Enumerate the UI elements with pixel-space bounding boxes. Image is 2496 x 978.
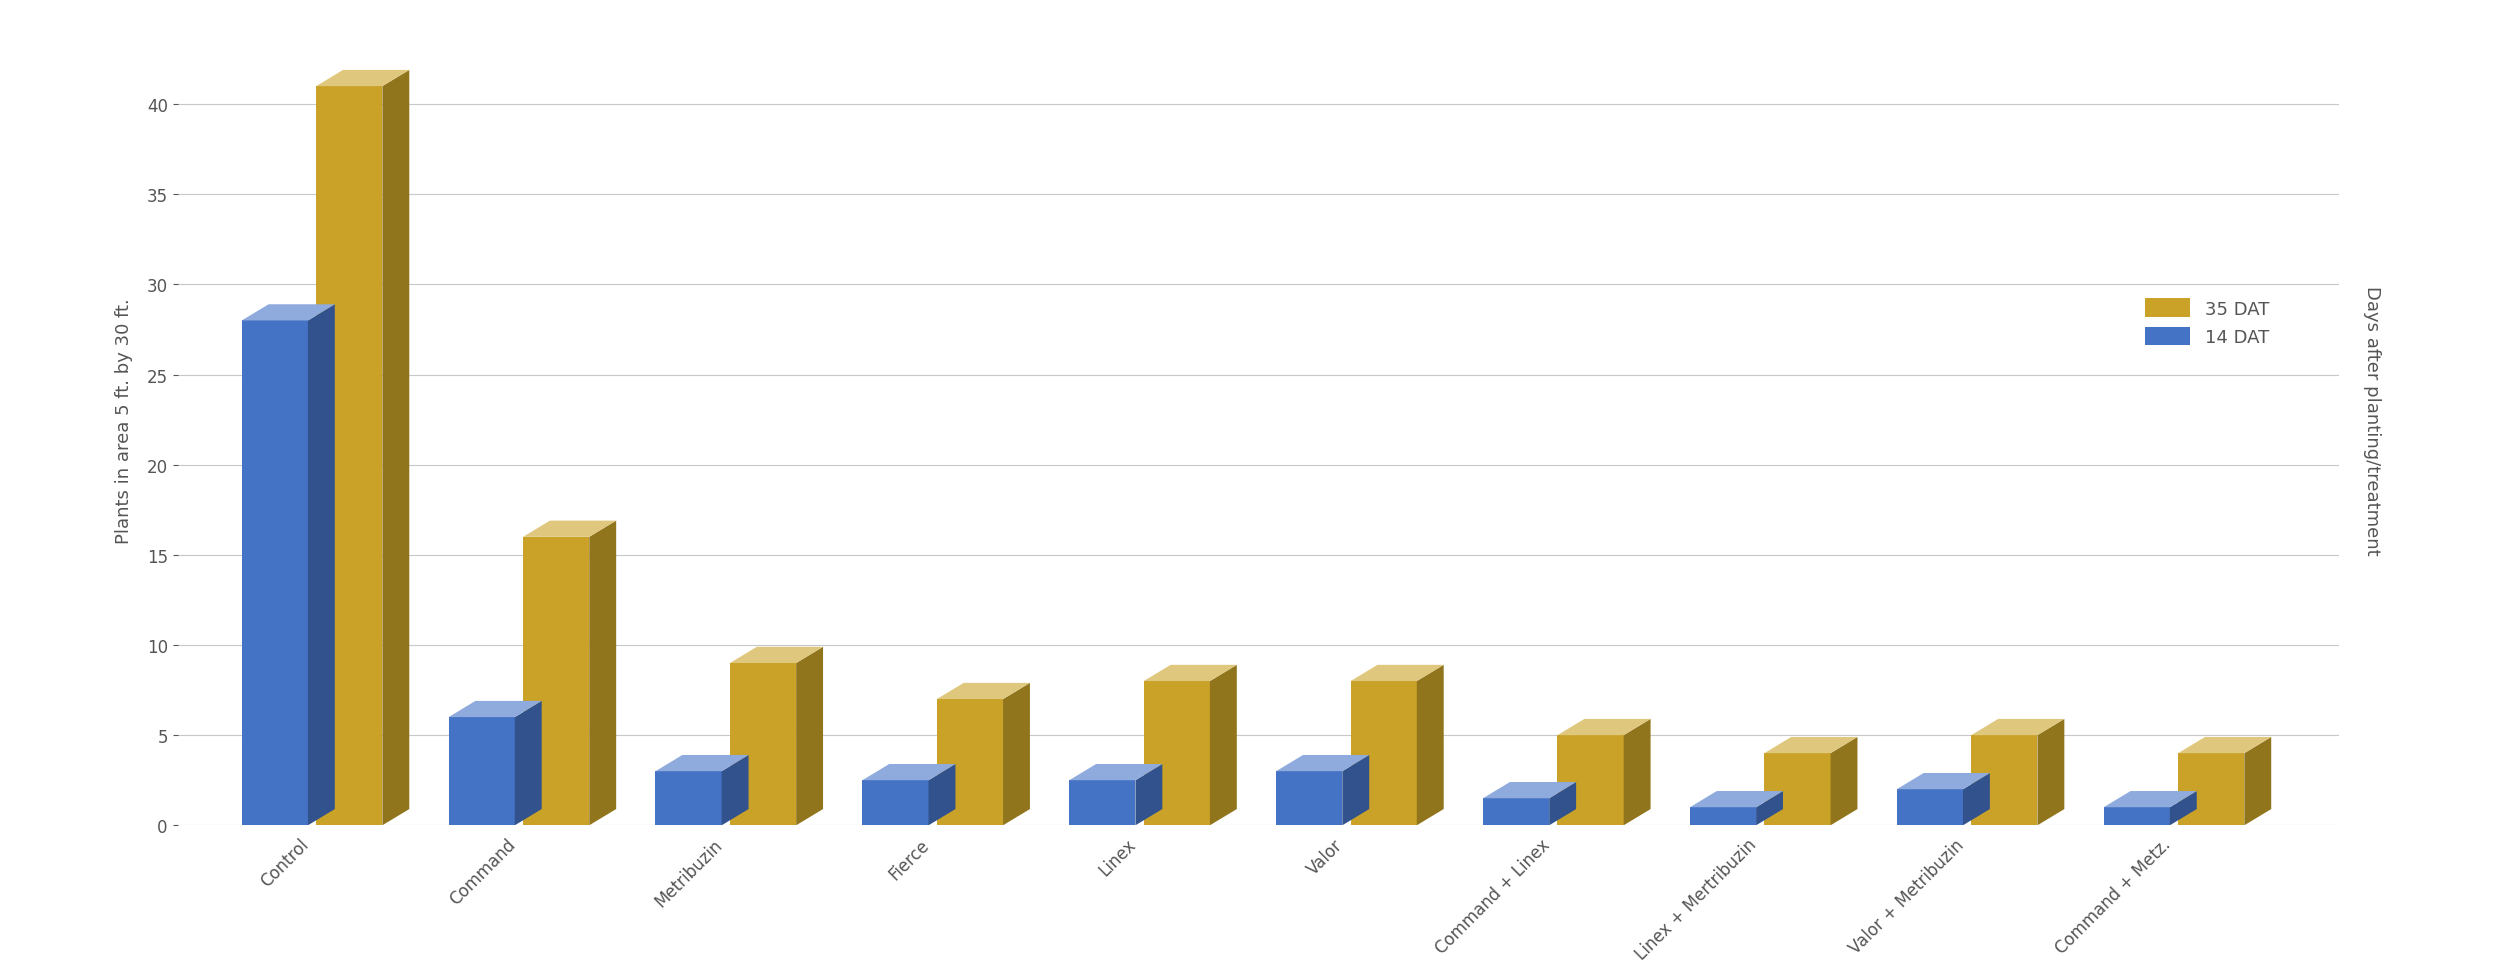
Polygon shape [524,537,589,825]
Polygon shape [317,87,382,825]
Polygon shape [1972,735,2037,825]
Polygon shape [1343,755,1370,825]
Legend: 35 DAT, 14 DAT: 35 DAT, 14 DAT [2139,291,2276,354]
Polygon shape [2104,808,2169,825]
Polygon shape [1690,808,1757,825]
Polygon shape [1068,780,1136,825]
Polygon shape [1690,791,1782,808]
Polygon shape [656,755,749,772]
Polygon shape [1483,798,1550,825]
Polygon shape [2244,737,2271,825]
Polygon shape [721,755,749,825]
Polygon shape [1558,735,1625,825]
Polygon shape [1350,682,1418,825]
Y-axis label: Days after planting/treatment: Days after planting/treatment [2364,286,2381,555]
Polygon shape [861,780,929,825]
Polygon shape [1211,665,1238,825]
Polygon shape [1550,782,1575,825]
Polygon shape [317,70,409,87]
Polygon shape [1483,782,1575,798]
Polygon shape [1830,737,1857,825]
Polygon shape [1275,772,1343,825]
Polygon shape [1136,764,1163,825]
Polygon shape [796,647,824,825]
Polygon shape [1350,665,1443,682]
Polygon shape [1897,789,1962,825]
Polygon shape [1003,684,1031,825]
Polygon shape [307,305,334,825]
Polygon shape [861,764,956,780]
Polygon shape [2179,737,2271,753]
Polygon shape [1143,665,1238,682]
Polygon shape [929,764,956,825]
Polygon shape [449,701,542,718]
Polygon shape [936,684,1031,699]
Polygon shape [2104,791,2196,808]
Polygon shape [242,305,334,321]
Polygon shape [1275,755,1370,772]
Polygon shape [382,70,409,825]
Polygon shape [589,521,617,825]
Polygon shape [1897,774,1989,789]
Polygon shape [936,699,1003,825]
Polygon shape [2169,791,2196,825]
Y-axis label: Plants in area 5 ft. by 30 ft.: Plants in area 5 ft. by 30 ft. [115,297,132,543]
Polygon shape [729,647,824,663]
Polygon shape [1068,764,1163,780]
Polygon shape [1765,737,1857,753]
Polygon shape [2037,719,2064,825]
Polygon shape [2179,753,2244,825]
Polygon shape [1418,665,1443,825]
Polygon shape [524,521,617,537]
Polygon shape [1757,791,1782,825]
Polygon shape [1625,719,1650,825]
Polygon shape [1962,774,1989,825]
Polygon shape [1972,719,2064,735]
Polygon shape [1558,719,1650,735]
Polygon shape [729,663,796,825]
Polygon shape [449,718,514,825]
Polygon shape [1143,682,1211,825]
Polygon shape [656,772,721,825]
Polygon shape [242,321,307,825]
Polygon shape [1765,753,1830,825]
Polygon shape [514,701,542,825]
